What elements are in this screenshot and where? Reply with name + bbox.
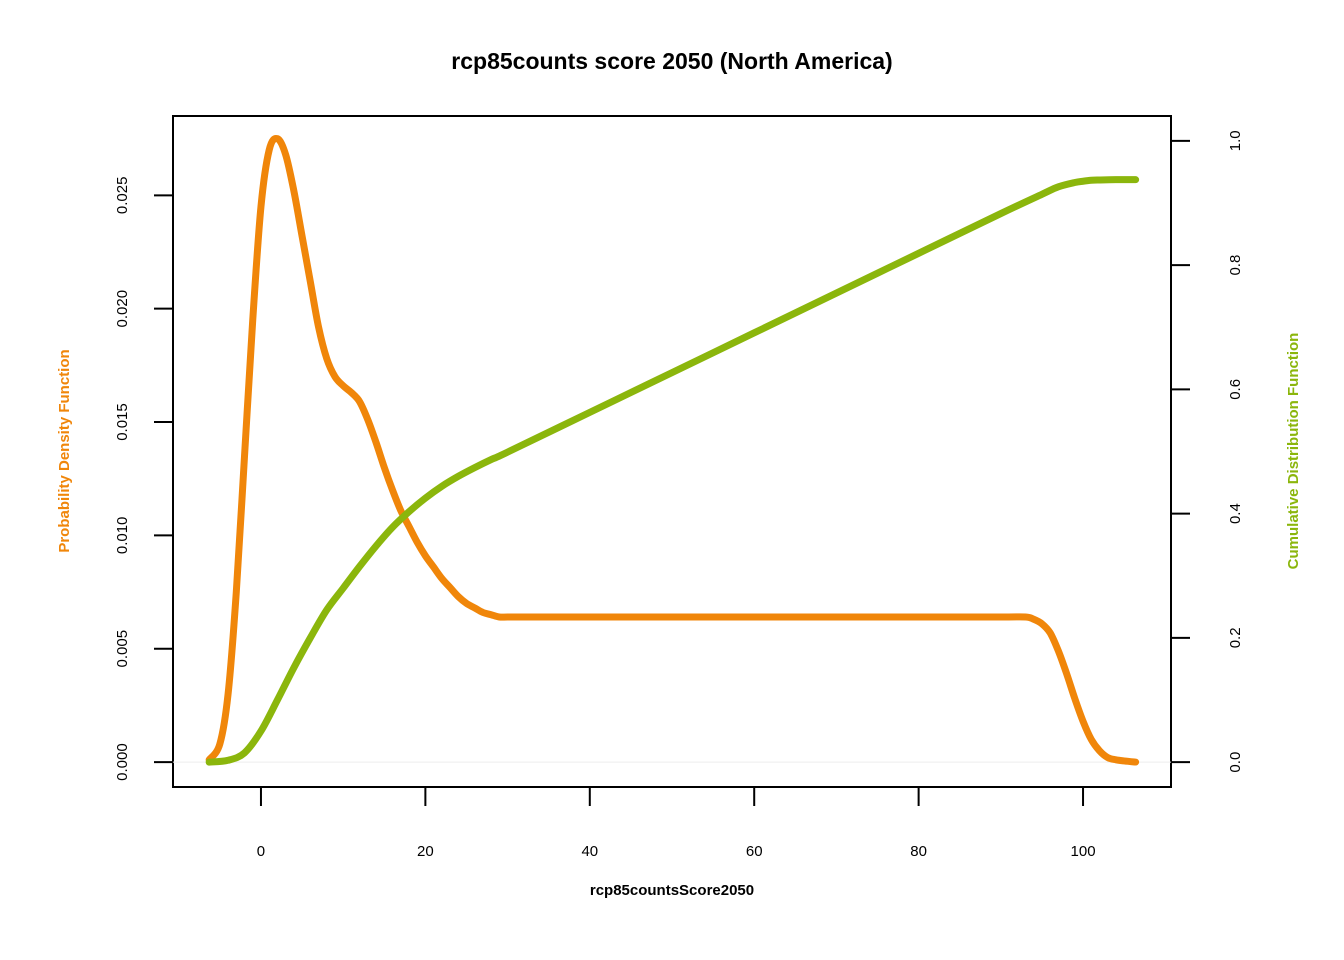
x-axis: 0 20 40 60 80 100: [257, 787, 1096, 860]
x-tick-label: 60: [746, 843, 763, 860]
chart-title: rcp85counts score 2050 (North America): [451, 48, 892, 74]
y-right-tick-label: 0.2: [1227, 627, 1244, 648]
y-right-axis: 0.0 0.2 0.4 0.6 0.8 1.0: [1171, 130, 1244, 773]
y-right-tick-label: 0.0: [1227, 752, 1244, 773]
plot-frame: [172, 115, 1172, 788]
x-tick-label: 80: [910, 843, 927, 860]
y-left-tick-label: 0.020: [114, 290, 131, 328]
y-right-tick-label: 0.8: [1227, 255, 1244, 276]
y-right-tick-label: 1.0: [1227, 130, 1244, 151]
y-right-axis-label: Cumulative Distribution Function: [1285, 333, 1302, 570]
y-left-tick-label: 0.025: [114, 177, 131, 215]
x-tick-label: 20: [417, 843, 434, 860]
y-left-tick-label: 0.010: [114, 517, 131, 555]
y-right-tick-label: 0.6: [1227, 379, 1244, 400]
x-tick-label: 40: [581, 843, 598, 860]
cdf-series-line: [205, 176, 1140, 766]
x-tick-label: 100: [1071, 843, 1096, 860]
y-left-axis-label: Probability Density Function: [56, 349, 73, 552]
x-axis-label: rcp85countsScore2050: [590, 882, 754, 899]
pdf-series-line: [205, 134, 1140, 766]
y-left-tick-label: 0.005: [114, 630, 131, 668]
series-layer: [205, 134, 1140, 766]
y-left-tick-label: 0.015: [114, 403, 131, 441]
y-left-tick-label: 0.000: [114, 743, 131, 781]
y-left-axis: 0.000 0.005 0.010 0.015 0.020 0.025: [114, 177, 173, 781]
x-tick-label: 0: [257, 843, 265, 860]
y-right-tick-label: 0.4: [1227, 503, 1244, 524]
